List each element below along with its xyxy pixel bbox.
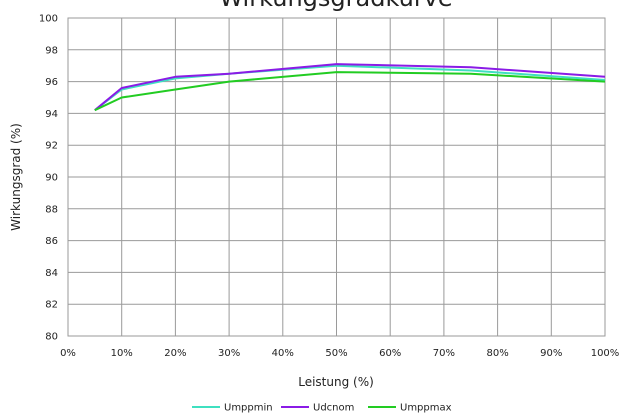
series-line-udcnom [94,63,606,111]
legend-label: Umppmin [224,403,273,413]
chart-title: Wirkungsgradkurve [219,0,452,12]
series-line-umppmax [94,71,606,112]
legend: Umppmin Udcnom Umppmax [192,403,452,413]
x-tick-label: 30% [218,348,240,359]
x-tick-label: 70% [433,348,455,359]
y-tick-label: 86 [45,236,58,247]
x-axis-ticks: 0% 10% 20% 30% 40% 50% 60% 70% 80% 90% 100% [60,348,619,359]
legend-label: Udcnom [313,403,354,413]
y-tick-label: 92 [45,141,58,152]
x-tick-label: 10% [111,348,133,359]
legend-label: Umppmax [400,403,452,413]
plot-frame [67,17,606,337]
x-tick-label: 90% [540,348,562,359]
y-tick-label: 98 [45,45,58,56]
y-tick-label: 82 [45,300,58,311]
y-tick-label: 94 [45,109,58,120]
y-tick-label: 100 [39,14,58,25]
x-tick-label: 100% [591,348,620,359]
y-tick-label: 80 [45,332,58,343]
y-tick-label: 88 [45,204,58,215]
series-lines [94,63,606,112]
y-axis-ticks: 80 82 84 86 88 90 92 94 96 98 100 [39,14,58,343]
y-tick-label: 84 [45,268,58,279]
x-axis-title: Leistung (%) [298,375,374,389]
x-tick-label: 80% [486,348,508,359]
x-tick-label: 50% [325,348,347,359]
y-axis-title: Wirkungsgrad (%) [9,123,23,231]
x-tick-label: 40% [272,348,294,359]
grid [67,17,606,337]
x-tick-label: 0% [60,348,76,359]
x-tick-label: 60% [379,348,401,359]
y-tick-label: 96 [45,77,58,88]
x-tick-label: 20% [164,348,186,359]
y-tick-label: 90 [45,173,58,184]
